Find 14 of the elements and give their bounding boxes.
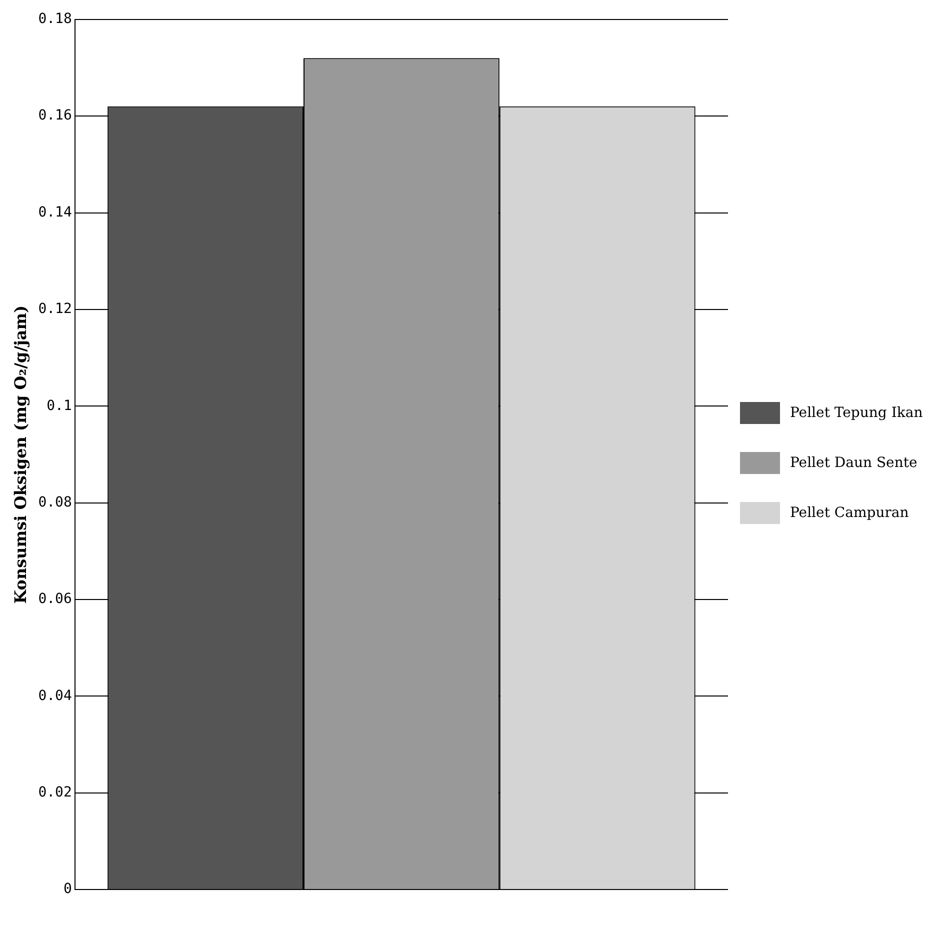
y-tick-label: 0.16 — [38, 108, 72, 124]
y-tick-label: 0.08 — [38, 494, 72, 510]
legend-label: Pellet Daun Sente — [790, 455, 918, 471]
y-tick-label: 0.02 — [38, 784, 72, 801]
y-tick-label: 0.14 — [38, 204, 72, 220]
legend-label: Pellet Tepung Ikan — [790, 405, 923, 421]
y-tick-label: 0.18 — [38, 11, 72, 28]
y-tick-label: 0.06 — [38, 591, 72, 608]
y-tick-label: 0.04 — [38, 688, 72, 704]
y-axis-title: Konsumsi Oksigen (mg O₂/g/jam) — [10, 305, 30, 604]
y-tick-label: 0 — [63, 881, 72, 898]
y-tick-label: 0.1 — [46, 398, 72, 414]
y-tick-label: 0.12 — [38, 301, 72, 318]
legend-label: Pellet Campuran — [790, 505, 909, 521]
